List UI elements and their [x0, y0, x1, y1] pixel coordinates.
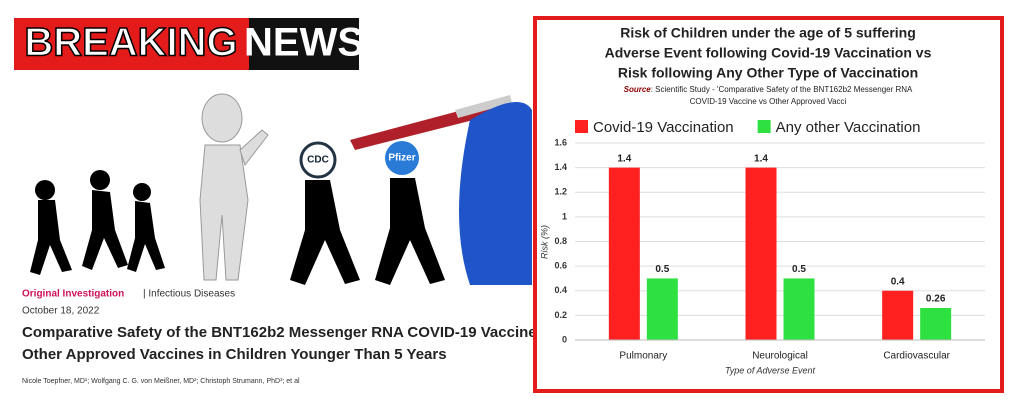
legend-label: Covid-19 Vaccination [593, 119, 734, 136]
bar [608, 167, 640, 340]
y-axis-label: Risk (%) [539, 225, 549, 259]
x-tick-label: Cardiovascular [883, 351, 950, 362]
y-tick-label: 1.2 [554, 187, 567, 197]
article-date: October 18, 2022 [22, 306, 100, 317]
value-label: 0.5 [792, 264, 806, 275]
y-tick-label: 0.2 [554, 310, 567, 320]
article-subsection: | Infectious Diseases [143, 289, 235, 300]
bar [920, 307, 952, 340]
bar [783, 278, 815, 340]
x-axis-label: Type of Adverse Event [725, 365, 816, 375]
y-tick-label: 0 [562, 334, 567, 344]
article-authors: Nicole Toepfner, MD¹; Wolfgang C. G. von… [22, 378, 300, 385]
legend-swatch [757, 120, 771, 133]
chart-title: Adverse Event following Covid-19 Vaccina… [605, 45, 932, 61]
x-tick-label: Pulmonary [619, 351, 667, 362]
syringe [350, 95, 512, 150]
chart-title: Risk following Any Other Type of Vaccina… [618, 65, 918, 81]
banner-word: NEWS [244, 21, 364, 65]
figure [199, 93, 269, 281]
bar [646, 278, 678, 340]
glove [459, 102, 532, 285]
y-tick-label: 1.4 [554, 162, 567, 172]
value-label: 0.5 [655, 264, 669, 275]
article-title: Comparative Safety of the BNT162b2 Messe… [22, 324, 557, 341]
bar [882, 290, 914, 340]
source-text: : Scientific Study - 'Comparative Safety… [651, 85, 913, 94]
value-label: 1.4 [754, 153, 768, 164]
legend-label: Any other Vaccination [776, 119, 921, 136]
y-tick-label: 0.8 [554, 236, 567, 246]
logo: CDC [307, 155, 329, 166]
chart-subtitle: COVID-19 Vaccine vs Other Approved Vacci [690, 97, 847, 106]
bar [745, 167, 777, 340]
y-tick-label: 0.4 [554, 285, 567, 295]
article-title: Other Approved Vaccines in Children Youn… [22, 346, 447, 363]
value-label: 0.4 [891, 276, 905, 287]
logo: Pfizer [388, 153, 415, 164]
y-tick-label: 1.6 [554, 137, 567, 147]
chart-subtitle: Source: Scientific Study - 'Comparative … [624, 85, 913, 94]
banner-black [249, 18, 359, 70]
value-label: 1.4 [617, 153, 631, 164]
banner-red [14, 18, 249, 70]
article-section: Original Investigation [22, 289, 124, 300]
x-tick-label: Neurological [752, 351, 808, 362]
y-tick-label: 1 [562, 211, 567, 221]
legend-swatch [575, 120, 588, 133]
chart-title: Risk of Children under the age of 5 suff… [620, 25, 916, 41]
banner-word: BREAKING [24, 21, 237, 65]
silhouettes [30, 141, 445, 285]
source-label: Source [624, 85, 652, 94]
y-tick-label: 0.6 [554, 261, 567, 271]
value-label: 0.26 [926, 294, 946, 305]
